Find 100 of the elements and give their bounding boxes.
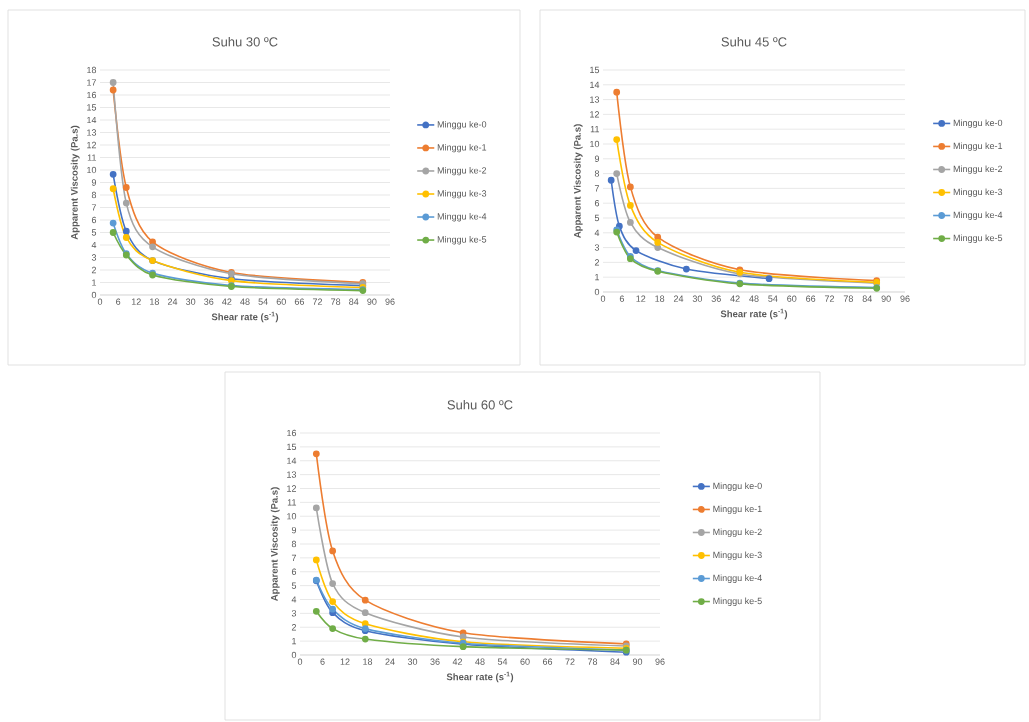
- x-tick-label: 6: [116, 298, 121, 305]
- x-tick-label: 30: [692, 295, 703, 302]
- y-tick-label: 7: [291, 554, 297, 561]
- x-tick-label: 84: [862, 295, 872, 302]
- y-tick-label: 2: [91, 266, 97, 274]
- y-tick-label: 1: [92, 279, 97, 286]
- y-tick-label: 6: [91, 216, 97, 224]
- y-tick-label: 1: [292, 638, 297, 645]
- y-tick-label: 4: [594, 229, 600, 236]
- y-tick-label: 16: [87, 91, 97, 99]
- y-tick-label: 3: [594, 244, 600, 251]
- x-tick-label: 72: [824, 295, 835, 302]
- y-tick-label: 15: [287, 443, 297, 451]
- legend-label: Minggu ke-2: [953, 165, 1003, 174]
- y-tick-label: 14: [87, 116, 97, 124]
- x-tick-label: 0: [600, 295, 606, 302]
- legend-label: Minggu ke-3: [437, 189, 487, 199]
- x-tick-label: 12: [636, 295, 646, 302]
- y-tick-label: 8: [594, 170, 600, 177]
- x-tick-label: 78: [331, 298, 341, 305]
- y-tick-label: 11: [287, 499, 297, 506]
- x-tick-label: 42: [452, 658, 463, 665]
- y-tick-label: 7: [594, 185, 600, 192]
- y-tick-label: 15: [87, 104, 97, 111]
- legend-label: Minggu ke-5: [953, 234, 1003, 243]
- x-tick-label: 12: [131, 298, 141, 305]
- y-tick-label: 0: [594, 288, 600, 296]
- y-tick-label: 5: [594, 214, 600, 222]
- x-tick-label: 90: [632, 658, 643, 665]
- legend-label: Minggu ke-4: [713, 574, 762, 583]
- x-tick-label: 78: [587, 658, 598, 665]
- legend-label: Minggu ke-0: [953, 119, 1003, 128]
- x-tick-label: 36: [711, 295, 721, 302]
- chart-title: Suhu 45 ºC: [721, 36, 787, 47]
- y-tick-label: 14: [590, 81, 600, 88]
- y-tick-label: 18: [87, 66, 97, 74]
- x-tick-label: 72: [312, 298, 323, 305]
- x-tick-label: 6: [619, 295, 624, 302]
- x-tick-label: 84: [349, 298, 359, 305]
- y-tick-label: 6: [594, 200, 600, 207]
- y-tick-label: 0: [291, 651, 297, 659]
- y-tick-label: 10: [590, 140, 600, 148]
- legend-label: Minggu ke-0: [437, 120, 487, 130]
- y-tick-label: 2: [291, 624, 297, 631]
- x-tick-label: 0: [297, 658, 303, 665]
- x-tick-label: 90: [881, 295, 891, 302]
- x-axis-title: Shear rate (s$^{-1}$): [720, 308, 788, 320]
- y-tick-label: 9: [91, 179, 97, 186]
- y-tick-label: 12: [287, 485, 297, 492]
- y-axis-title: Apparent Viscosity (Pa.s): [70, 125, 80, 240]
- x-tick-label: 42: [730, 295, 740, 302]
- x-tick-label: 84: [610, 658, 620, 665]
- x-tick-label: 60: [520, 658, 530, 665]
- legend-label: Minggu ke-0: [713, 482, 762, 491]
- chart-title: Suhu 60 ºC: [447, 399, 513, 410]
- x-tick-label: 48: [240, 298, 250, 305]
- x-tick-label: 18: [150, 298, 159, 305]
- chart-title: Suhu 30 ºC: [212, 36, 278, 47]
- y-tick-label: 11: [87, 154, 97, 161]
- y-tick-label: 8: [91, 191, 97, 199]
- x-tick-label: 66: [542, 658, 553, 665]
- y-axis-title: Apparent Viscosity (Pa.s): [573, 124, 583, 238]
- x-tick-label: 24: [385, 658, 395, 665]
- legend-label: Minggu ke-3: [953, 188, 1003, 197]
- y-tick-label: 8: [291, 540, 297, 548]
- y-tick-label: 15: [590, 66, 600, 74]
- legend-label: Minggu ke-2: [713, 528, 762, 537]
- x-tick-label: 36: [430, 658, 440, 665]
- legend-label: Minggu ke-3: [713, 551, 762, 560]
- x-tick-label: 6: [320, 658, 325, 665]
- y-tick-label: 12: [590, 111, 600, 118]
- x-tick-label: 54: [258, 298, 268, 305]
- x-tick-label: 30: [185, 298, 196, 305]
- x-tick-label: 24: [167, 298, 178, 305]
- x-tick-label: 54: [497, 658, 508, 665]
- x-tick-label: 60: [276, 298, 286, 305]
- x-axis-title: Shear rate (s$^{-1}$): [211, 311, 279, 323]
- y-tick-label: 13: [590, 96, 600, 103]
- x-tick-label: 78: [843, 295, 853, 302]
- y-tick-label: 9: [594, 155, 600, 162]
- x-axis-title: Shear rate (s$^{-1}$): [446, 671, 514, 683]
- legend-label: Minggu ke-5: [713, 597, 762, 606]
- y-tick-label: 11: [590, 126, 600, 133]
- x-tick-label: 60: [787, 295, 797, 302]
- y-tick-label: 3: [291, 610, 297, 617]
- x-tick-label: 66: [294, 298, 304, 305]
- y-tick-label: 4: [291, 596, 297, 603]
- x-tick-label: 66: [806, 295, 816, 302]
- y-tick-label: 2: [594, 259, 600, 266]
- y-tick-label: 5: [91, 229, 97, 236]
- x-tick-label: 36: [204, 298, 214, 305]
- y-tick-label: 10: [87, 166, 97, 174]
- x-tick-label: 96: [385, 298, 395, 305]
- legend-label: Minggu ke-5: [437, 236, 487, 245]
- x-tick-label: 96: [900, 295, 910, 302]
- x-tick-label: 24: [673, 295, 684, 302]
- legend-label: Minggu ke-2: [437, 166, 487, 176]
- y-tick-label: 6: [291, 568, 297, 575]
- x-tick-label: 96: [655, 658, 665, 665]
- y-tick-label: 3: [91, 254, 97, 261]
